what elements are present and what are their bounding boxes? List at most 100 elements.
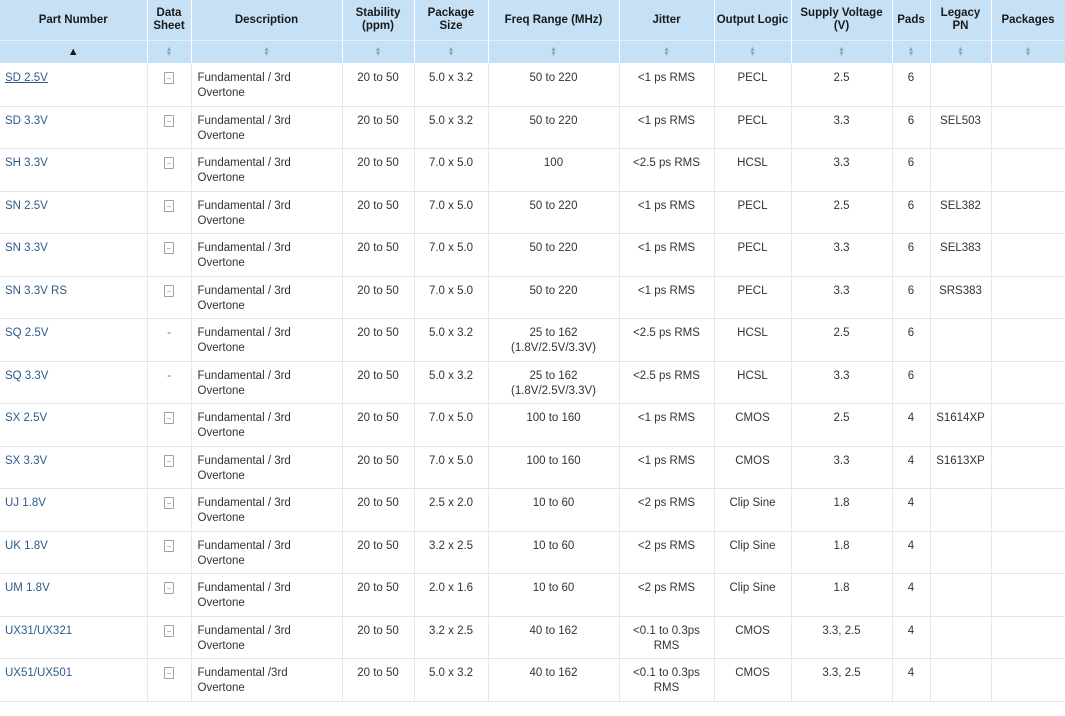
part-number-link[interactable]: SD 3.3V xyxy=(5,114,48,127)
sort-control-package[interactable]: ▴ ▾ xyxy=(414,40,489,64)
part-number-link[interactable]: UK 1.8V xyxy=(5,539,48,552)
part-number-link[interactable]: UX31/UX321 xyxy=(5,624,73,637)
sort-control-freq[interactable]: ▴ ▾ xyxy=(488,40,620,64)
column-header-pads[interactable]: Pads xyxy=(892,0,931,41)
document-icon[interactable] xyxy=(164,582,174,594)
cell-jitter: <1 ps RMS xyxy=(619,106,715,149)
cell-part[interactable]: SQ 2.5V xyxy=(0,318,148,362)
cell-datasheet[interactable] xyxy=(147,148,192,192)
cell-datasheet[interactable] xyxy=(147,488,192,532)
part-number-link[interactable]: SN 3.3V xyxy=(5,242,48,254)
sort-control-description[interactable]: ▴ ▾ xyxy=(191,40,343,64)
cell-part[interactable]: SN 3.3V xyxy=(0,233,148,277)
column-header-stability[interactable]: Stability (ppm) xyxy=(342,0,415,41)
cell-datasheet[interactable] xyxy=(147,233,192,277)
cell-description: Fundamental / 3rd Overtone xyxy=(191,276,343,319)
cell-part[interactable]: SN 2.5V xyxy=(0,191,148,234)
cell-part[interactable]: SD 2.5V xyxy=(0,63,148,107)
column-header-datasheet[interactable]: Data Sheet xyxy=(147,0,192,41)
column-header-legacy[interactable]: Legacy PN xyxy=(930,0,992,41)
cell-jitter: <2.5 ps RMS xyxy=(619,361,715,404)
cell-part[interactable]: SN 3.3V RS xyxy=(0,276,148,319)
column-header-freq[interactable]: Freq Range (MHz) xyxy=(488,0,620,41)
sort-control-packages[interactable]: ▴ ▾ xyxy=(991,40,1065,64)
part-number-link[interactable]: SQ 2.5V xyxy=(5,327,49,339)
document-icon[interactable] xyxy=(164,157,174,169)
sort-control-pads[interactable]: ▴ ▾ xyxy=(892,40,931,64)
part-number-link[interactable]: UX51/UX501 xyxy=(5,667,73,679)
part-number-link[interactable]: SD 2.5V xyxy=(5,72,48,84)
cell-part[interactable]: SX 3.3V xyxy=(0,446,148,489)
document-icon[interactable] xyxy=(164,454,174,467)
part-number-link[interactable]: SQ 3.3V xyxy=(5,369,49,382)
part-number-link[interactable]: SN 2.5V xyxy=(5,199,48,212)
document-icon[interactable] xyxy=(164,72,174,84)
cell-datasheet[interactable] xyxy=(147,106,192,149)
cell-voltage: 3.3 xyxy=(791,446,893,489)
cell-package: 3.2 x 2.5 xyxy=(414,616,489,659)
sort-both-icon: ▴ ▾ xyxy=(1025,43,1030,58)
cell-output: CMOS xyxy=(714,403,792,447)
cell-part[interactable]: UJ 1.8V xyxy=(0,488,148,532)
cell-part[interactable]: UM 1.8V xyxy=(0,573,148,617)
cell-part[interactable]: SX 2.5V xyxy=(0,403,148,447)
cell-datasheet[interactable] xyxy=(147,573,192,617)
document-icon[interactable] xyxy=(164,624,174,637)
cell-description: Fundamental / 3rd Overtone xyxy=(191,233,343,277)
cell-package: 7.0 x 5.0 xyxy=(414,403,489,447)
cell-freq: 100 to 160 xyxy=(488,403,620,447)
document-icon[interactable] xyxy=(164,667,174,679)
document-icon[interactable] xyxy=(164,284,174,297)
cell-datasheet[interactable] xyxy=(147,191,192,234)
cell-datasheet[interactable] xyxy=(147,276,192,319)
part-number-link[interactable]: SX 3.3V xyxy=(5,454,48,467)
cell-datasheet[interactable] xyxy=(147,616,192,659)
cell-legacy: S1614XP xyxy=(930,403,992,447)
sort-control-voltage[interactable]: ▴ ▾ xyxy=(791,40,893,64)
cell-part[interactable]: UX31/UX321 xyxy=(0,616,148,659)
cell-voltage: 3.3 xyxy=(791,233,893,277)
sort-control-jitter[interactable]: ▴ ▾ xyxy=(619,40,715,64)
document-icon[interactable] xyxy=(164,242,174,254)
cell-package: 2.0 x 1.6 xyxy=(414,573,489,617)
cell-datasheet[interactable] xyxy=(147,446,192,489)
cell-part[interactable]: SQ 3.3V xyxy=(0,361,148,404)
part-number-link[interactable]: SH 3.3V xyxy=(5,157,48,169)
table-row: UX31/UX321 Fundamental / 3rd Overtone 20 t… xyxy=(0,616,1065,659)
part-number-link[interactable]: UJ 1.8V xyxy=(5,497,46,509)
cell-datasheet[interactable] xyxy=(147,531,192,574)
cell-datasheet[interactable] xyxy=(147,63,192,107)
column-header-output[interactable]: Output Logic xyxy=(714,0,792,41)
column-header-part[interactable]: Part Number xyxy=(0,0,148,41)
document-icon[interactable] xyxy=(164,412,174,424)
document-icon[interactable] xyxy=(164,199,174,212)
cell-part[interactable]: SH 3.3V xyxy=(0,148,148,192)
part-number-link[interactable]: SX 2.5V xyxy=(5,412,48,424)
sort-control-datasheet[interactable]: ▴ ▾ xyxy=(147,40,192,64)
sort-control-part[interactable]: ▲ xyxy=(0,40,148,64)
cell-output: HCSL xyxy=(714,361,792,404)
column-header-package[interactable]: Package Size xyxy=(414,0,489,41)
cell-datasheet[interactable] xyxy=(147,403,192,447)
sort-both-icon: ▴ ▾ xyxy=(750,43,755,58)
sort-control-stability[interactable]: ▴ ▾ xyxy=(342,40,415,64)
cell-stability: 20 to 50 xyxy=(342,658,415,702)
column-header-description[interactable]: Description xyxy=(191,0,343,41)
cell-part[interactable]: SD 3.3V xyxy=(0,106,148,149)
column-header-packages[interactable]: Packages xyxy=(991,0,1065,41)
column-header-voltage[interactable]: Supply Voltage (V) xyxy=(791,0,893,41)
column-header-jitter[interactable]: Jitter xyxy=(619,0,715,41)
document-icon[interactable] xyxy=(164,114,174,127)
sort-control-output[interactable]: ▴ ▾ xyxy=(714,40,792,64)
sort-control-legacy[interactable]: ▴ ▾ xyxy=(930,40,992,64)
cell-pads: 6 xyxy=(892,361,931,404)
cell-stability: 20 to 50 xyxy=(342,531,415,574)
cell-part[interactable]: UK 1.8V xyxy=(0,531,148,574)
document-icon[interactable] xyxy=(164,497,174,509)
part-number-link[interactable]: UM 1.8V xyxy=(5,582,50,594)
document-icon[interactable] xyxy=(164,539,174,552)
cell-voltage: 2.5 xyxy=(791,63,893,107)
part-number-link[interactable]: SN 3.3V RS xyxy=(5,284,67,297)
cell-datasheet[interactable] xyxy=(147,658,192,702)
cell-part[interactable]: UX51/UX501 xyxy=(0,658,148,702)
